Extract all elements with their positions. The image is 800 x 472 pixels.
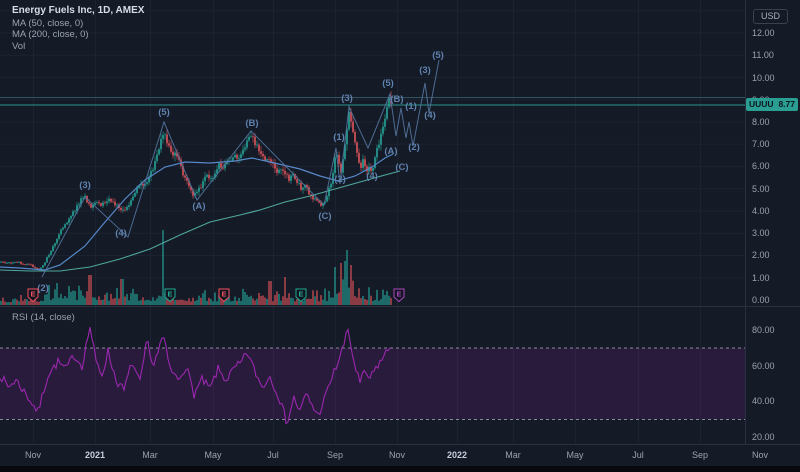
wave-label: (2) [408,142,420,153]
price-tag-value: 8.77 [778,99,795,109]
wave-label: (2) [37,283,49,294]
wave-label: (3) [341,93,353,104]
wave-label: (A) [192,201,205,212]
earnings-badge[interactable] [393,288,405,303]
earnings-badge[interactable] [27,288,39,303]
bottom-strip [0,466,800,472]
wave-label: (1) [405,101,417,112]
wave-label: (5) [432,50,444,61]
wave-label: (C) [318,211,331,222]
wave-label: (B) [390,94,403,105]
wave-label: (A) [384,146,397,157]
wave-label: (1) [333,132,345,143]
axis-label: May [566,450,584,460]
axis-label: 10.00 [752,73,775,83]
candlesticks [0,91,392,271]
axis-label: 40.00 [752,396,775,406]
wave-label: (2) [334,174,346,185]
axis-label: 20.00 [752,432,775,442]
earnings-badge[interactable] [218,288,230,303]
elliott-wave-line[interactable] [41,59,440,278]
symbol-title[interactable]: Energy Fuels Inc, 1D, AMEX [12,5,145,16]
axis-label: Nov [752,450,769,460]
axis-label: Jul [267,450,279,460]
wave-label: (5) [158,107,170,118]
axis-label: 4.00 [752,206,770,216]
wave-label: (4) [115,228,127,239]
wave-label: (3) [419,65,431,76]
price-axis-background[interactable] [746,0,800,472]
price-tag-ticker: UUUU [749,99,774,109]
rsi-axis-ticks[interactable]: 80.00 60.00 40.00 20.00 [752,325,775,442]
axis-label: 7.00 [752,139,770,149]
axis-label: 2.00 [752,250,770,260]
wave-label: (4) [424,110,436,121]
axis-label: E [167,290,172,299]
volume-legend-label[interactable]: Vol [12,40,26,52]
axis-label: 5.00 [752,184,770,194]
axis-label: Sep [327,450,343,460]
wave-label: (4) [366,171,378,182]
axis-label: 11.00 [752,50,774,60]
ma200-legend-label[interactable]: MA (200, close, 0) [12,29,89,40]
axis-label: E [221,290,226,299]
earnings-badge[interactable] [295,288,307,303]
axis-label: E [396,290,401,299]
axis-label: E [30,290,35,299]
axis-label: 6.00 [752,161,770,171]
last-price-tag[interactable]: UUUU 8.77 [746,98,798,111]
axis-label: 12.00 [752,28,775,38]
time-axis-ticks[interactable]: Nov 2021 Mar May Jul Sep Nov 2022 Mar May Jul Sep No… [25,450,769,460]
axis-label: 2022 [447,450,467,460]
axis-label: Jul [632,450,644,460]
elliott-wave-labels[interactable]: (2) (3) (4) (5) (A) (B) (C) (1) (2) (3) (4) (5) (A) (… [37,50,444,294]
axis-label: 3.00 [752,228,770,238]
axis-label: 1.00 [752,273,770,283]
wave-label: (5) [382,78,394,89]
axis-label: 0.00 [752,295,770,305]
symbol-legend[interactable]: Energy Fuels Inc, 1D, AMEX MA (50, close… [12,5,144,52]
ma50-line [0,153,394,271]
rsi-band [0,347,745,420]
axis-label: Mar [142,450,158,460]
rsi-line [0,326,391,425]
axis-label: 2021 [85,450,105,460]
rsi-legend-label[interactable]: RSI (14, close) [12,312,75,323]
ma200-line [0,170,401,272]
axis-label: Mar [505,450,521,460]
volume-bars [0,230,392,305]
wave-label: (3) [79,180,91,191]
wave-label: (B) [245,118,258,129]
axis-label: Nov [389,450,406,460]
axis-label: E [298,290,303,299]
ma50-legend-label[interactable]: MA (50, close, 0) [12,17,84,29]
currency-usd-button[interactable]: USD [752,9,788,24]
axis-label: Nov [25,450,42,460]
axis-label: 8.00 [752,117,770,127]
wave-label: (C) [395,162,408,173]
axis-label: 60.00 [752,361,775,371]
earnings-badge[interactable] [164,288,176,303]
axis-label: 80.00 [752,325,775,335]
axis-label: Sep [692,450,708,460]
axis-label: May [204,450,222,460]
